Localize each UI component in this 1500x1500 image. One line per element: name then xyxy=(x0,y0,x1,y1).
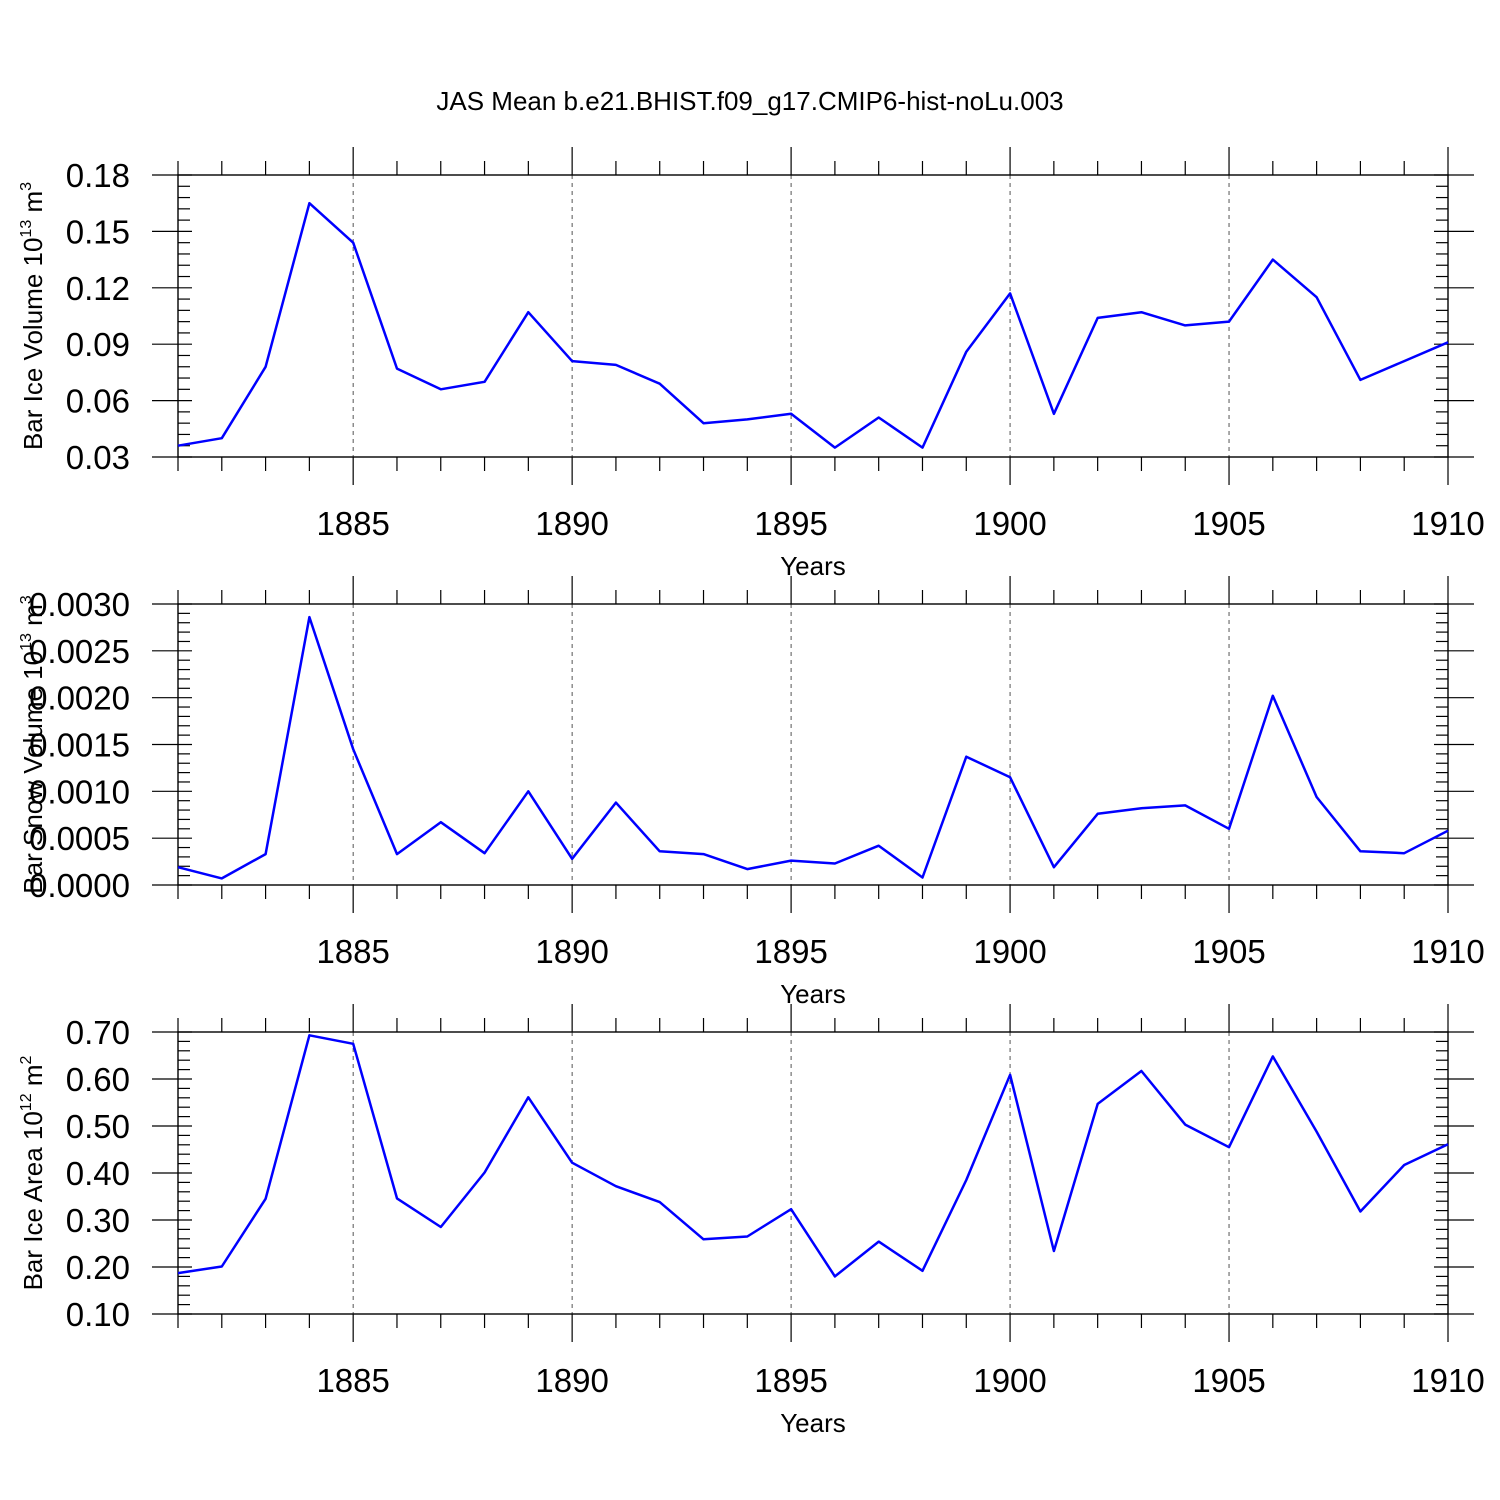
y-axis-label: Bar Snow Volume 1013 m3 xyxy=(18,595,48,894)
panel-2: 0.0000 0.0005 0.0010 0.0015 0.0020 0.0025 0.00… xyxy=(18,576,1485,1009)
y-tick-label: 0.09 xyxy=(66,326,130,363)
x-tick-label: 1900 xyxy=(973,505,1046,542)
x-tick-label: 1905 xyxy=(1192,1362,1265,1399)
y-tick-label: 0.60 xyxy=(66,1061,130,1098)
y-tick-label: 0.15 xyxy=(66,213,130,250)
x-tick-label: 1895 xyxy=(754,1362,827,1399)
x-tick-label: 1890 xyxy=(535,1362,608,1399)
y-tick-label: 0.20 xyxy=(66,1249,130,1286)
y-tick-label: 0.50 xyxy=(66,1108,130,1145)
y-tick-label: 0.03 xyxy=(66,439,130,476)
y-tick-label: 0.0020 xyxy=(29,680,130,717)
y-tick-label: 0.10 xyxy=(66,1296,130,1333)
panel-1: 0.03 0.06 0.09 0.12 0.15 0.18 1885 1890 1895 1900… xyxy=(18,147,1485,581)
x-axis-label: Years xyxy=(780,1408,846,1438)
y-tick-label: 0.0015 xyxy=(29,727,130,764)
series-line-1 xyxy=(177,1034,1449,1278)
x-tick-label: 1885 xyxy=(316,1362,389,1399)
y-tick-label: 0.30 xyxy=(66,1202,130,1239)
y-tick-label: 0.40 xyxy=(66,1155,130,1192)
y-tick-label: 0.06 xyxy=(66,383,130,420)
x-tick-label: 1905 xyxy=(1192,933,1265,970)
x-tick-label: 1910 xyxy=(1411,933,1484,970)
chart-title: JAS Mean b.e21.BHIST.f09_g17.CMIP6-hist-… xyxy=(436,86,1063,116)
x-tick-label: 1900 xyxy=(973,1362,1046,1399)
x-tick-label: 1890 xyxy=(535,505,608,542)
y-tick-label: 0.0030 xyxy=(29,586,130,623)
y-tick-label: 0.70 xyxy=(66,1014,130,1051)
y-tick-label: 0.0000 xyxy=(29,867,130,904)
y-tick-label: 0.18 xyxy=(66,157,130,194)
plot-frame xyxy=(177,174,1449,458)
x-tick-label: 1900 xyxy=(973,933,1046,970)
x-tick-label: 1895 xyxy=(754,933,827,970)
x-tick-label: 1910 xyxy=(1411,505,1484,542)
y-tick-label: 0.12 xyxy=(66,270,130,307)
y-axis-label: Bar Ice Area 1012 m2 xyxy=(18,1055,48,1290)
series-line-1 xyxy=(177,201,1449,449)
x-tick-label: 1910 xyxy=(1411,1362,1484,1399)
x-tick-label: 1885 xyxy=(316,505,389,542)
x-axis-label: Years xyxy=(780,551,846,581)
x-tick-label: 1895 xyxy=(754,505,827,542)
x-axis-label: Years xyxy=(780,979,846,1009)
y-tick-label: 0.0010 xyxy=(29,773,130,810)
panels: 0.03 0.06 0.09 0.12 0.15 0.18 1885 1890 1895 1900… xyxy=(18,147,1485,1438)
y-axis-label: Bar Ice Volume 1013 m3 xyxy=(18,182,48,450)
x-tick-label: 1885 xyxy=(316,933,389,970)
series-line-1 xyxy=(177,615,1449,880)
x-tick-label: 1905 xyxy=(1192,505,1265,542)
panel-3: 0.10 0.20 0.30 0.40 0.50 0.60 0.70 1885 1890 1895… xyxy=(18,1004,1485,1438)
x-tick-label: 1890 xyxy=(535,933,608,970)
y-tick-label: 0.0025 xyxy=(29,633,130,670)
y-tick-label: 0.0005 xyxy=(29,820,130,857)
